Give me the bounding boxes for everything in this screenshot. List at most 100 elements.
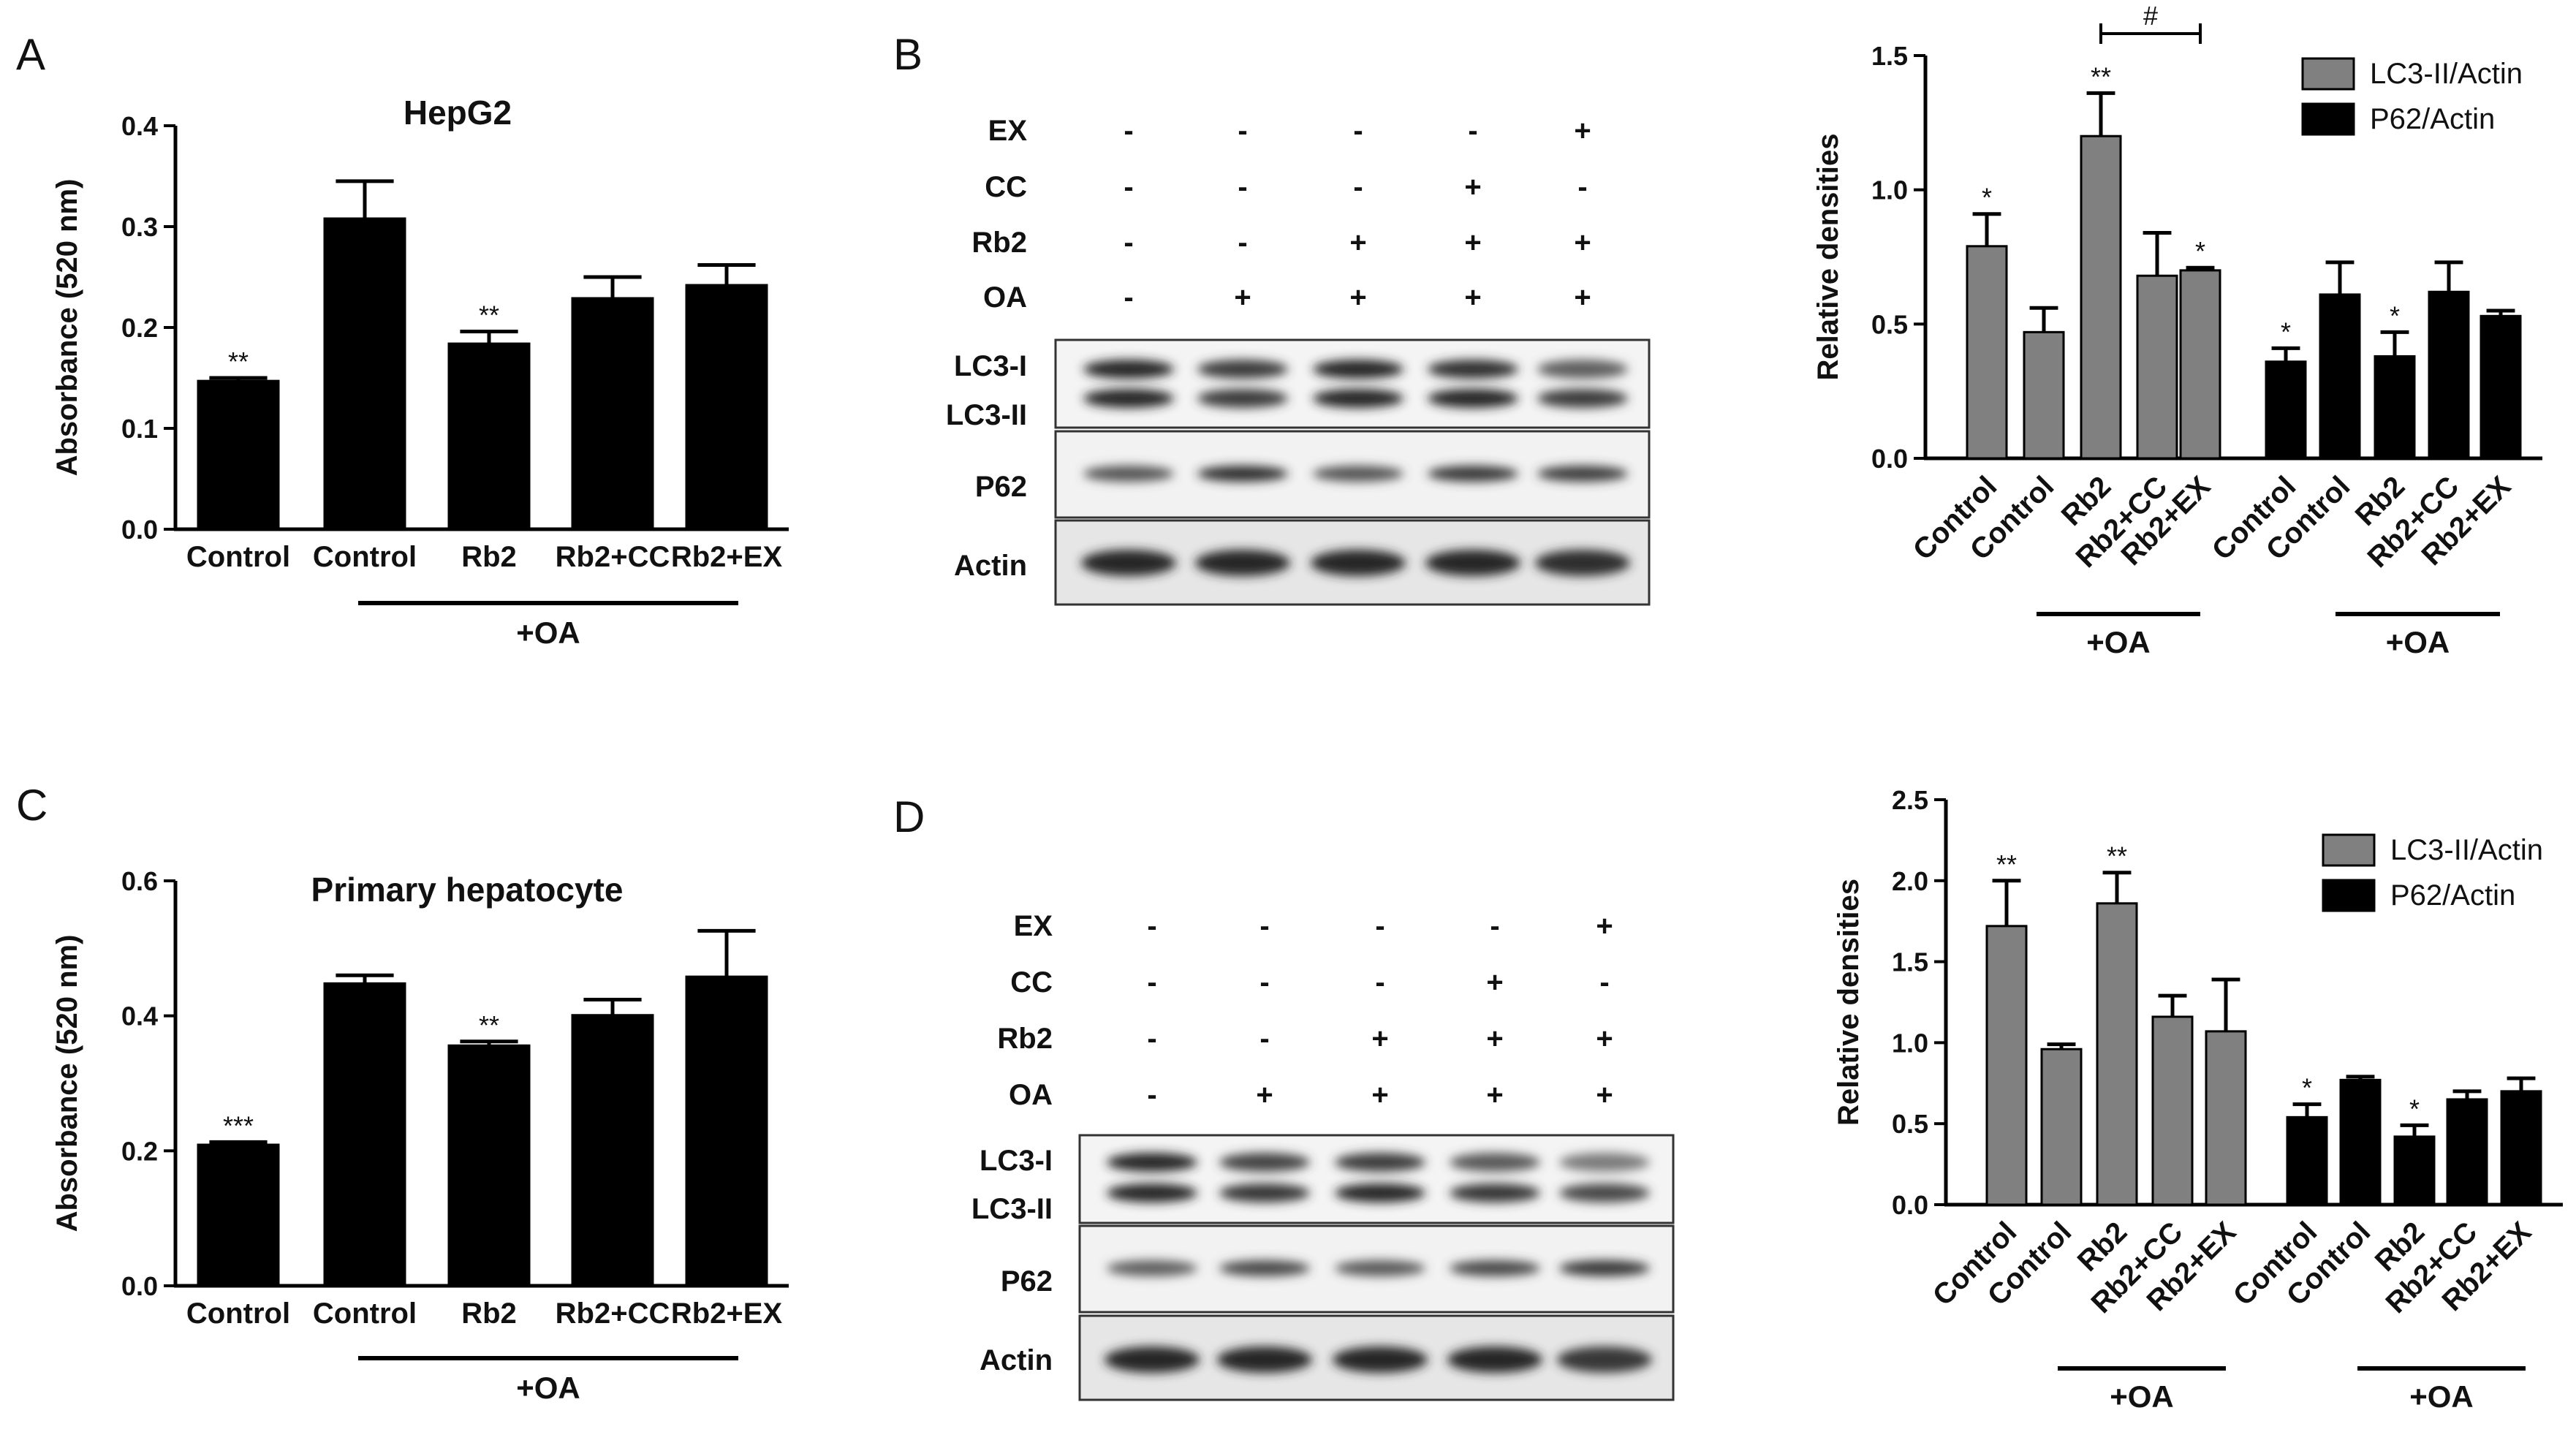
y-tick-label: 0.1 — [121, 414, 158, 444]
lc3-series-bar — [2096, 902, 2138, 1206]
lc3-series-bar — [2179, 269, 2221, 460]
x-category-label: Rb2+EX — [671, 1297, 783, 1330]
band-lc3-i — [1450, 1153, 1540, 1172]
y-tick-label: 1.0 — [1871, 175, 1908, 205]
band-p62 — [1559, 1260, 1650, 1276]
data-bar — [323, 217, 406, 531]
band-p62 — [1428, 466, 1518, 482]
treatment-sign: - — [1468, 115, 1477, 147]
y-tick-label: 0.0 — [1871, 444, 1908, 474]
significance-label: ** — [1996, 849, 2017, 879]
treatment-sign: - — [1147, 966, 1156, 999]
treatment-sign: - — [1353, 115, 1363, 147]
treatment-sign: - — [1259, 910, 1269, 942]
y-tick-label: 2.0 — [1892, 866, 1928, 896]
treatment-label: EX — [1014, 910, 1053, 942]
band-p62 — [1450, 1260, 1540, 1276]
band-lc3-i — [1335, 1153, 1425, 1172]
band-p62 — [1537, 466, 1628, 482]
p62-series-bar — [2500, 1090, 2542, 1206]
y-tick-label: 0.3 — [121, 212, 158, 242]
chart-title: Primary hepatocyte — [311, 871, 624, 909]
band-actin — [1447, 1346, 1543, 1373]
significance-label: * — [2409, 1094, 2420, 1124]
band-label-lc3-ii: LC3-II — [971, 1193, 1053, 1225]
treatment-sign: + — [1486, 1079, 1503, 1111]
treatment-sign: - — [1599, 966, 1609, 999]
data-bar — [685, 975, 768, 1287]
data-bar — [447, 1044, 531, 1287]
treatment-sign: - — [1238, 227, 1247, 259]
band-actin — [1425, 550, 1521, 576]
lc3-series-bar — [2080, 135, 2122, 460]
data-bar — [685, 284, 768, 531]
treatment-label: Rb2 — [971, 227, 1027, 259]
treatment-sign: - — [1147, 1079, 1156, 1111]
band-p62 — [1313, 466, 1403, 482]
band-lc3-ii — [1335, 1183, 1425, 1202]
x-category-label: Rb2+CC — [556, 541, 670, 573]
chart-a-hepg2: 0.0 0.1 0.2 0.3 0.4 Absorbance (520 nm) HepG2 *… — [51, 94, 789, 650]
treatment-sign: + — [1349, 227, 1366, 259]
p62-series-bar — [2339, 1078, 2382, 1206]
band-p62 — [1219, 1260, 1310, 1276]
legend-swatch — [2301, 57, 2355, 91]
p62-series-bar — [2446, 1098, 2488, 1206]
data-bar — [571, 1014, 654, 1287]
legend-swatch — [2322, 833, 2376, 867]
band-lc3-i — [1428, 360, 1518, 379]
treatment-label: Rb2 — [997, 1023, 1053, 1055]
band-lc3-ii — [1450, 1183, 1540, 1202]
band-actin — [1216, 1346, 1313, 1373]
comparison-bracket-label: # — [2143, 1, 2158, 31]
y-tick-label: 0.2 — [121, 313, 158, 343]
treatment-sign: + — [1371, 1079, 1388, 1111]
treatment-sign: + — [1574, 227, 1591, 259]
p62-series-bar — [2319, 293, 2361, 460]
y-tick-label: 0.2 — [121, 1136, 158, 1166]
treatment-sign: - — [1490, 910, 1499, 942]
significance-label: * — [2302, 1073, 2312, 1103]
x-category-label: Rb2 — [461, 541, 517, 573]
treatment-sign: + — [1464, 227, 1481, 259]
panel-letter-a: A — [16, 30, 45, 79]
p62-series-bar — [2265, 360, 2307, 460]
data-bar — [447, 342, 531, 531]
band-p62 — [1083, 466, 1174, 482]
p62-series-bar — [2393, 1135, 2436, 1206]
x-category-label: Rb2 — [461, 1297, 517, 1330]
band-lc3-i — [1219, 1153, 1310, 1172]
data-bar — [571, 297, 654, 531]
treatment-sign: + — [1464, 281, 1481, 314]
treatment-group-label: +OA — [2409, 1379, 2474, 1414]
significance-label: * — [2195, 236, 2205, 266]
treatment-sign: - — [1124, 171, 1133, 203]
treatment-sign: + — [1486, 966, 1503, 999]
panel-letter-d: D — [893, 792, 925, 841]
treatment-sign: - — [1353, 171, 1363, 203]
lc3-series-bar — [2205, 1030, 2247, 1206]
treatment-sign: - — [1375, 966, 1384, 999]
band-lc3-i — [1197, 360, 1288, 379]
lc3-series-bar — [1985, 925, 2028, 1206]
band-actin — [1104, 1346, 1200, 1373]
band-lc3-ii — [1083, 389, 1174, 408]
data-bar — [197, 1143, 280, 1287]
p62-series-bar — [2374, 355, 2416, 460]
band-lc3-ii — [1107, 1183, 1197, 1202]
p62-series-bar — [2480, 314, 2522, 460]
band-label-lc3-i: LC3-I — [954, 350, 1027, 382]
significance-label: ** — [228, 346, 249, 376]
y-tick-label: 0.0 — [121, 515, 158, 545]
legend-swatch — [2322, 879, 2376, 912]
treatment-sign: + — [1464, 171, 1481, 203]
treatment-sign: - — [1124, 281, 1133, 314]
legend: LC3-II/Actin P62/Actin — [2301, 57, 2523, 136]
blot-box-lc3 — [1054, 338, 1651, 429]
treatment-sign: - — [1259, 1023, 1269, 1055]
treatment-sign: - — [1238, 115, 1247, 147]
treatment-sign: + — [1574, 115, 1591, 147]
band-actin — [1080, 550, 1177, 576]
legend-label: P62/Actin — [2370, 103, 2495, 135]
